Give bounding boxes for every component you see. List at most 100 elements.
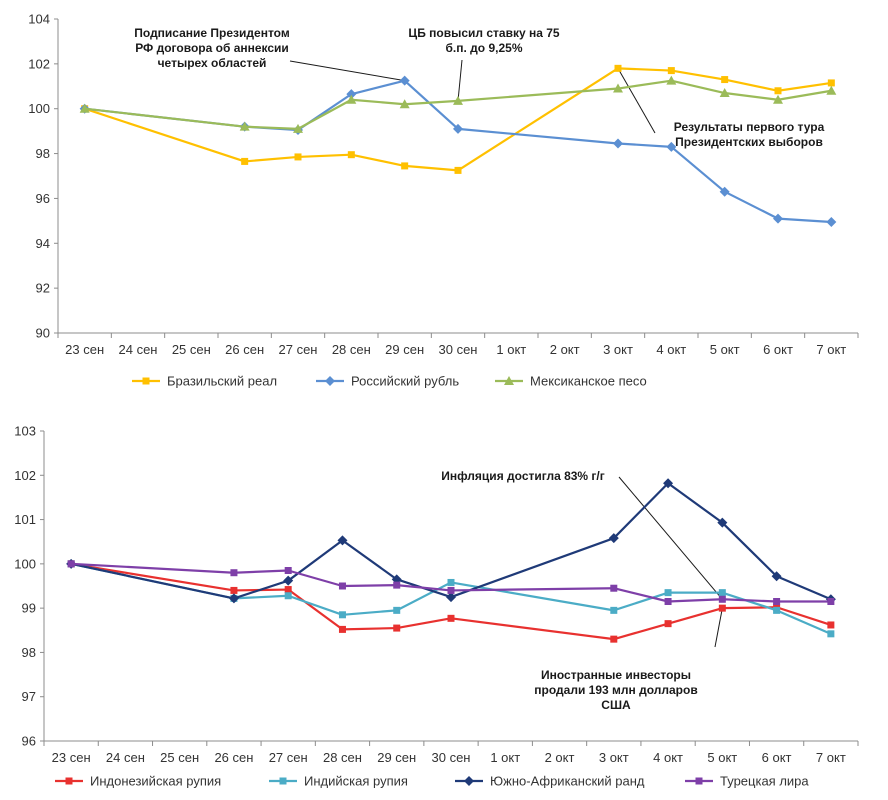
bottom-legend-item: Южно-Африканский ранд: [455, 774, 645, 789]
bottom-data-point: [718, 589, 726, 597]
top-data-point: [667, 67, 675, 75]
bottom-data-point: [827, 598, 835, 605]
bottom-x-tick-label: 4 окт: [653, 750, 683, 765]
top-data-point: [719, 186, 730, 197]
bottom-y-tick-label: 99: [22, 601, 36, 616]
top-legend-marker: [325, 376, 335, 386]
bottom-data-point: [610, 606, 618, 614]
top-annotation-leader: [289, 60, 405, 82]
bottom-annotation: Инфляция достигла 83% г/г: [441, 469, 605, 483]
bottom-annotation: Иностранные инвесторы продали 193 млн дол…: [534, 668, 697, 712]
top-data-point: [614, 64, 622, 72]
top-data-point: [826, 85, 837, 95]
chart-top: 90 92 94 96 98 100 102 104 23 сен 24 сен 25 сен 26 …: [28, 12, 859, 389]
top-data-point: [613, 138, 623, 149]
top-x-tick-label: 29 сен: [385, 342, 424, 357]
top-x-tick-label: 2 окт: [550, 342, 580, 357]
bottom-data-point: [283, 575, 294, 586]
top-series-meksikanskoe-peso: [79, 75, 837, 133]
bottom-data-point: [718, 604, 726, 612]
top-x-tick-label: 24 сен: [119, 342, 158, 357]
bottom-legend-marker: [695, 777, 703, 785]
bottom-data-point: [284, 567, 292, 574]
top-y-tick-label: 90: [36, 326, 50, 341]
top-data-point: [347, 151, 355, 159]
top-data-point: [827, 79, 835, 87]
bottom-data-point: [338, 582, 346, 590]
top-data-point: [666, 141, 677, 152]
bottom-data-point: [608, 533, 619, 544]
top-legend-item: Российский рубль: [316, 374, 459, 389]
bottom-data-point: [718, 595, 726, 603]
bottom-legend-label: Индийская рупия: [304, 774, 408, 789]
bottom-x-tick-label: 28 сен: [323, 750, 362, 765]
bottom-x-tick-label: 25 сен: [160, 750, 199, 765]
bottom-data-point: [664, 620, 672, 628]
bottom-data-point: [67, 560, 75, 568]
bottom-y-tick-label: 98: [22, 645, 36, 660]
bottom-legend-label: Турецкая лира: [720, 774, 809, 789]
bottom-data-point: [664, 589, 672, 597]
bottom-y-tick-label: 101: [14, 512, 36, 527]
top-x-tick-label: 30 сен: [439, 342, 478, 357]
top-legend-label: Мексиканское песо: [530, 374, 647, 389]
top-data-point: [774, 87, 782, 95]
bottom-y-tick-label: 96: [22, 734, 36, 749]
bottom-data-point: [338, 611, 346, 619]
bottom-annotation-leader: [714, 608, 723, 648]
bottom-x-tick-label: 5 окт: [707, 750, 737, 765]
top-data-point: [826, 216, 837, 227]
bottom-annotation-leader: [618, 476, 723, 600]
top-data-point: [613, 83, 623, 93]
bottom-x-tick-label: 2 окт: [545, 750, 575, 765]
bottom-data-point: [393, 606, 401, 614]
bottom-x-tick-label: 30 сен: [432, 750, 471, 765]
top-y-tick-label: 92: [36, 281, 50, 296]
top-annotation-leader: [457, 59, 463, 101]
top-data-point: [239, 121, 250, 131]
top-legend-marker: [504, 376, 514, 385]
top-data-point: [666, 75, 677, 85]
top-x-tick-label: 7 окт: [816, 342, 846, 357]
bottom-legend-label: Южно-Африканский ранд: [490, 774, 645, 789]
top-legend-marker: [142, 377, 150, 385]
bottom-data-point: [773, 598, 781, 605]
bottom-data-point: [284, 586, 292, 594]
top-x-tick-label: 23 сен: [65, 342, 104, 357]
bottom-x-tick-label: 6 окт: [762, 750, 792, 765]
bottom-x-tick-label: 29 сен: [377, 750, 416, 765]
bottom-data-point: [337, 535, 348, 546]
bottom-data-point: [447, 586, 455, 594]
bottom-legend-item: Индонезийская рупия: [55, 774, 221, 789]
chart-bottom: 96 97 98 99 100 101 102 103 23 сен 24 сен 25 сен 26…: [14, 424, 859, 789]
top-data-point: [719, 88, 730, 98]
top-x-tick-label: 26 сен: [225, 342, 264, 357]
top-legend-item: Мексиканское песо: [495, 374, 647, 389]
bottom-legend-marker: [279, 777, 287, 785]
top-x-tick-label: 6 окт: [763, 342, 793, 357]
top-data-point: [346, 89, 357, 100]
bottom-legend-marker: [464, 776, 474, 786]
bottom-data-point: [230, 569, 238, 577]
top-x-tick-label: 4 окт: [656, 342, 686, 357]
top-data-point: [773, 213, 783, 224]
bottom-data-point: [393, 581, 401, 589]
bottom-x-tick-label: 23 сен: [52, 750, 91, 765]
bottom-data-point: [610, 584, 618, 592]
bottom-series-turetskaya-lira: [67, 560, 835, 605]
bottom-data-point: [446, 592, 456, 603]
top-legend-item: Бразильский реал: [132, 374, 277, 389]
bottom-data-point: [447, 614, 455, 622]
top-x-tick-label: 5 окт: [710, 342, 740, 357]
bottom-data-point: [393, 624, 401, 632]
top-data-point: [294, 153, 302, 161]
bottom-data-point: [827, 621, 835, 629]
bottom-data-point: [284, 592, 292, 600]
bottom-data-point: [610, 635, 618, 643]
top-y-tick-label: 104: [28, 12, 50, 27]
bottom-y-tick-label: 102: [14, 468, 36, 483]
bottom-data-point: [663, 478, 674, 489]
top-data-point: [241, 157, 249, 165]
bottom-y-tick-label: 103: [14, 424, 36, 439]
